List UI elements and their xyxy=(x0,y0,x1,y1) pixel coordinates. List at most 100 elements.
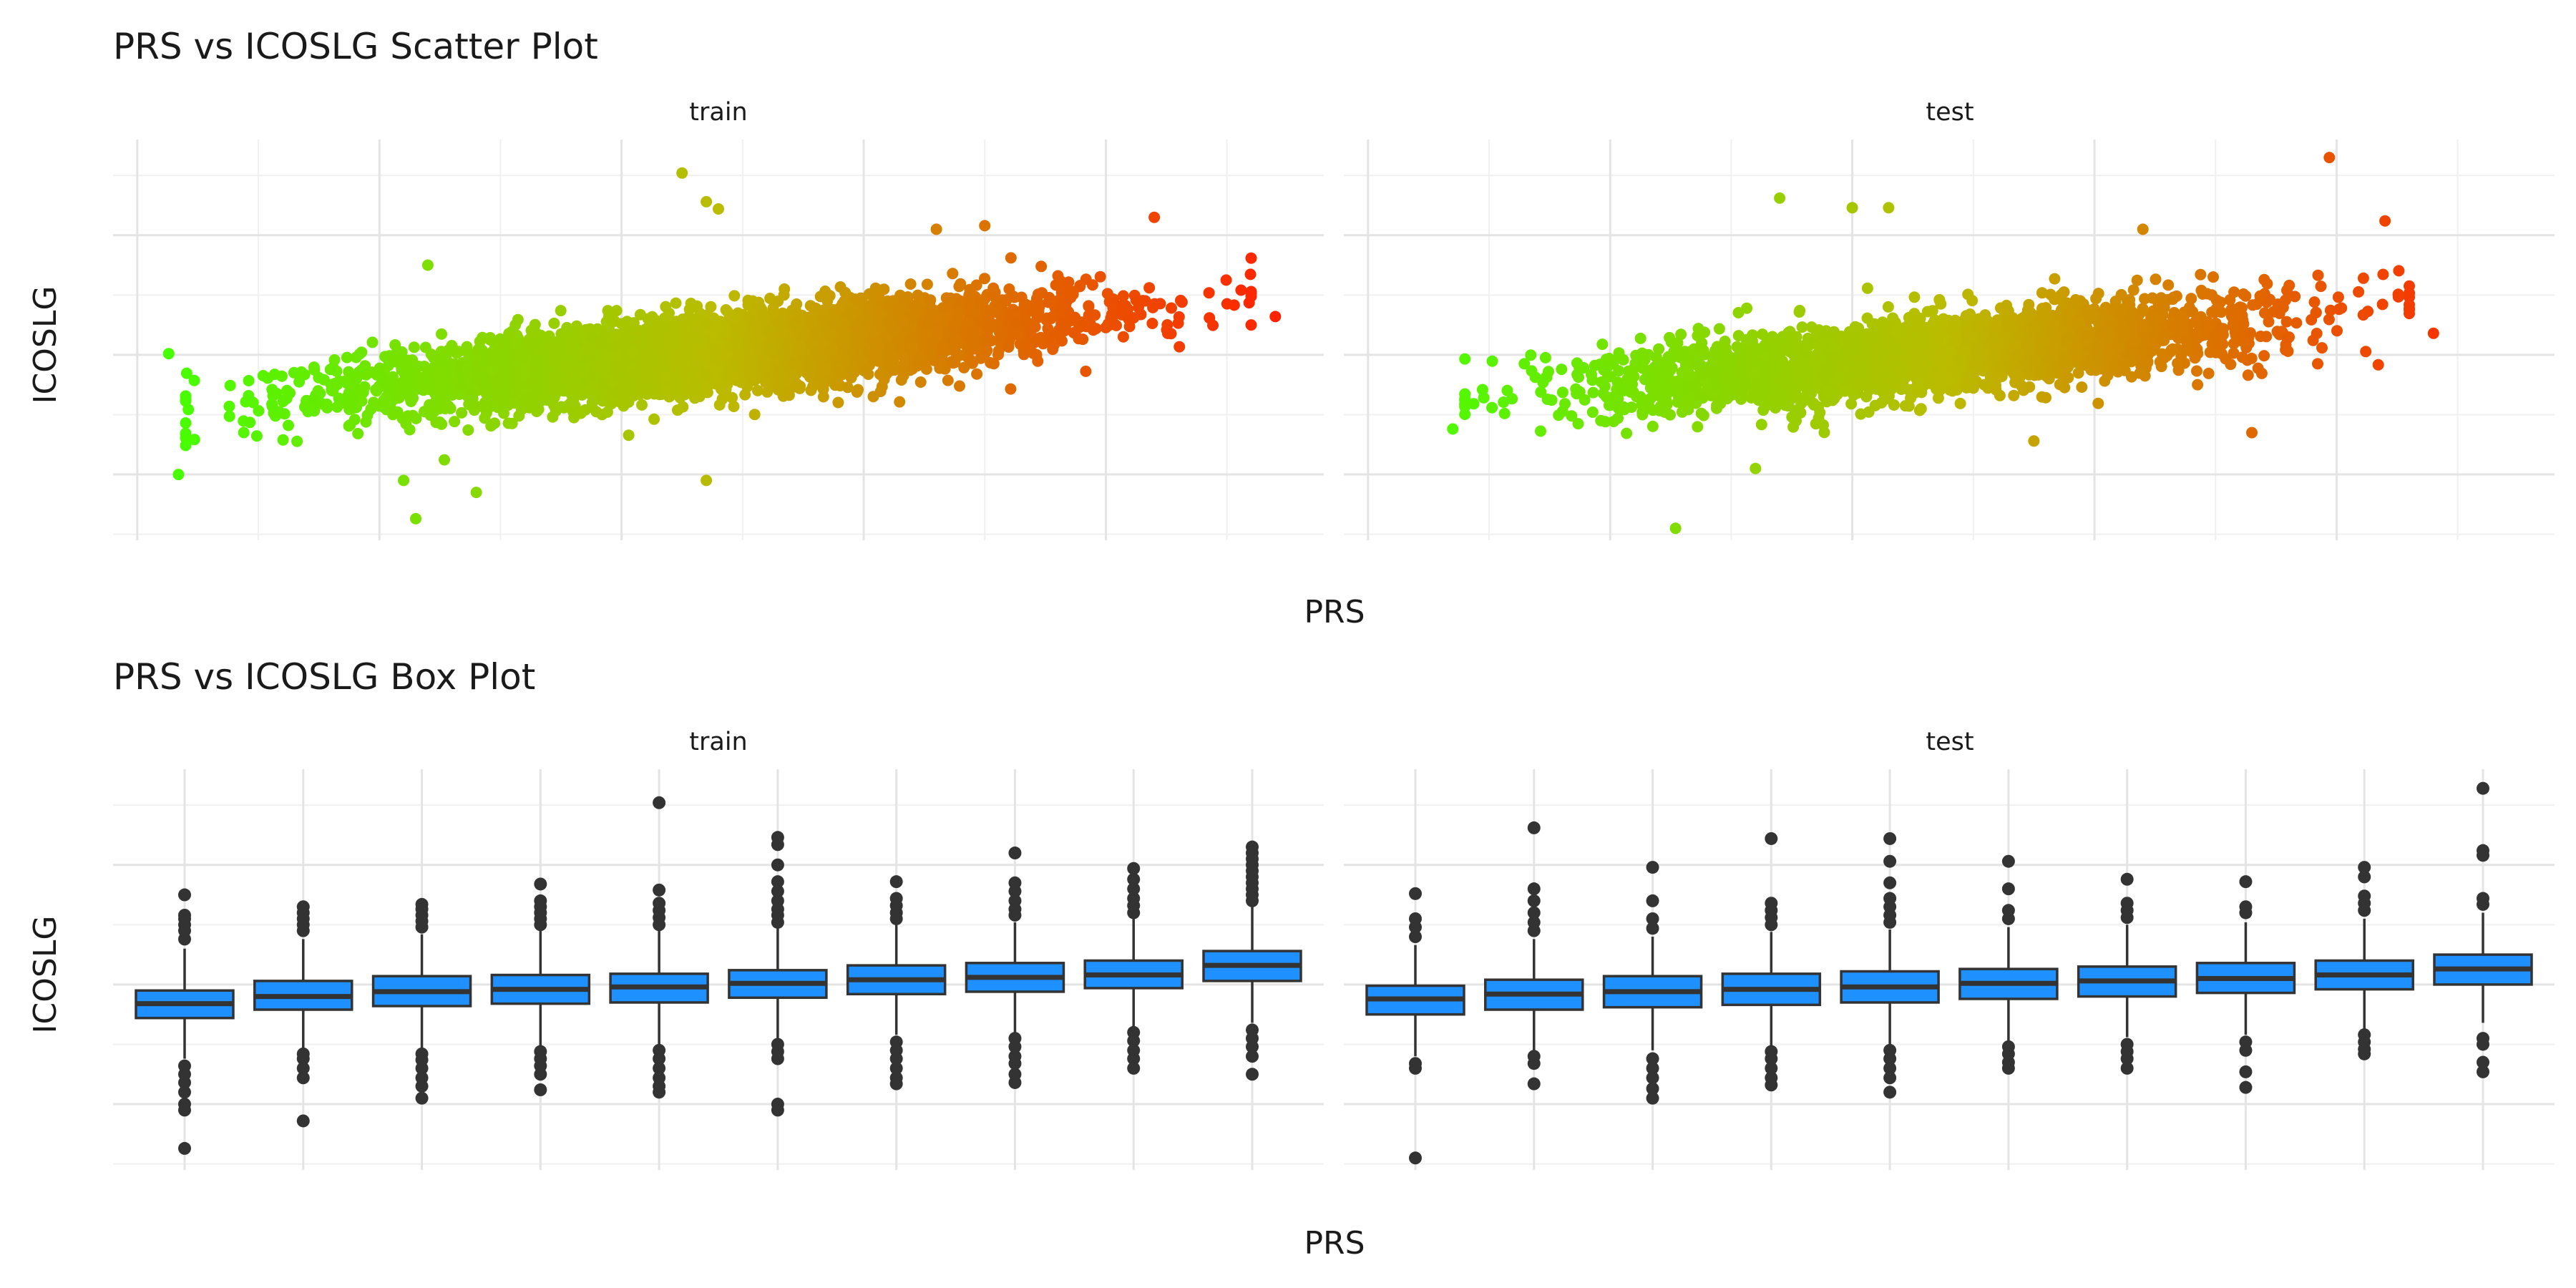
scatter-point xyxy=(1117,331,1129,343)
scatter-point xyxy=(824,329,836,341)
scatter-point xyxy=(1047,343,1059,356)
scatter-point xyxy=(268,369,280,381)
scatter-point xyxy=(525,324,537,336)
scatter-point xyxy=(1166,302,1177,314)
scatter-point xyxy=(462,424,474,436)
scatter-point xyxy=(953,280,965,293)
scatter-point xyxy=(807,381,819,393)
scatter-point xyxy=(484,332,497,343)
scatter-point xyxy=(995,329,1008,341)
scatter-point xyxy=(348,380,361,392)
scatter-point xyxy=(834,302,846,314)
scatter-point xyxy=(404,424,416,436)
scatter-point xyxy=(381,391,393,403)
scatter-point xyxy=(866,326,878,338)
scatter-point xyxy=(852,341,864,353)
scatter-point xyxy=(1207,319,1219,331)
scatter-point xyxy=(794,340,806,352)
scatter-point xyxy=(424,399,436,411)
scatter-x-axis-label: PRS xyxy=(1304,594,1365,630)
scatter-point xyxy=(1101,288,1113,300)
scatter-point xyxy=(1109,318,1121,331)
scatter-point xyxy=(727,371,739,383)
scatter-point xyxy=(779,283,791,295)
scatter-point xyxy=(1245,319,1257,331)
scatter-point xyxy=(1028,305,1040,317)
scatter-point xyxy=(432,374,444,386)
scatter-point xyxy=(634,308,646,321)
scatter-point xyxy=(1032,288,1044,301)
scatter-point xyxy=(1030,348,1043,361)
scatter-point xyxy=(1634,332,1646,344)
scatter-point xyxy=(389,339,401,351)
scatter-point xyxy=(776,368,788,380)
scatter-point xyxy=(393,392,405,404)
scatter-point xyxy=(1035,260,1048,273)
scatter-point xyxy=(892,302,904,314)
scatter-point xyxy=(862,369,874,380)
scatter-point xyxy=(2049,273,2061,285)
scatter-point xyxy=(172,469,185,481)
scatter-point xyxy=(933,358,945,370)
scatter-point xyxy=(549,352,561,364)
scatter-point xyxy=(575,327,587,339)
scatter-point xyxy=(932,325,945,337)
scatter-title: PRS vs ICOSLG Scatter Plot xyxy=(113,26,598,67)
scatter-point xyxy=(494,355,506,367)
scatter-point xyxy=(481,400,493,412)
scatter-point xyxy=(907,342,919,354)
scatter-point xyxy=(728,313,741,326)
scatter-point xyxy=(1067,286,1079,298)
scatter-point xyxy=(530,366,541,378)
scatter-point xyxy=(760,376,772,389)
scatter-point xyxy=(418,372,430,384)
scatter-point xyxy=(676,167,688,179)
scatter-point xyxy=(1176,296,1188,308)
scatter-point xyxy=(509,397,521,409)
scatter-point xyxy=(550,405,562,417)
scatter-point xyxy=(250,430,263,442)
scatter-point xyxy=(601,406,613,418)
scatter-point xyxy=(873,340,884,352)
scatter-point xyxy=(950,333,962,346)
scatter-point xyxy=(678,354,690,366)
scatter-y-axis-label: ICOSLG xyxy=(27,286,64,404)
scatter-point xyxy=(470,487,482,499)
scatter-point xyxy=(898,351,909,363)
scatter-point xyxy=(711,321,723,333)
scatter-point xyxy=(831,379,844,391)
scatter-point xyxy=(595,338,608,350)
scatter-point xyxy=(532,403,545,415)
scatter-point xyxy=(1459,353,1471,365)
scatter-point xyxy=(947,268,959,280)
scatter-point xyxy=(942,374,954,386)
scatter-point xyxy=(597,378,609,390)
scatter-point xyxy=(591,363,603,375)
scatter-point xyxy=(512,313,524,326)
scatter-point xyxy=(895,374,907,386)
scatter-point xyxy=(1954,397,1966,409)
scatter-point xyxy=(410,412,422,424)
scatter-point xyxy=(487,365,499,377)
scatter-point xyxy=(283,419,294,431)
scatter-point xyxy=(353,348,366,360)
scatter-facet-label-train: train xyxy=(689,98,747,127)
scatter-point xyxy=(180,394,192,406)
scatter-point xyxy=(988,291,1000,303)
scatter-point xyxy=(633,324,645,336)
scatter-point xyxy=(660,301,672,313)
scatter-point xyxy=(794,313,806,326)
scatter-point xyxy=(352,428,364,439)
scatter-point xyxy=(1073,333,1085,345)
scatter-point xyxy=(1123,313,1135,326)
scatter-point xyxy=(243,390,255,401)
scatter-facet-label-test: test xyxy=(1926,98,1974,127)
scatter-point xyxy=(619,356,631,369)
scatter-point xyxy=(535,390,547,402)
scatter-point xyxy=(2207,271,2219,283)
scatter-point xyxy=(1047,311,1059,322)
scatter-point xyxy=(269,410,281,422)
scatter-point xyxy=(1049,329,1061,341)
scatter-point xyxy=(1043,291,1055,303)
